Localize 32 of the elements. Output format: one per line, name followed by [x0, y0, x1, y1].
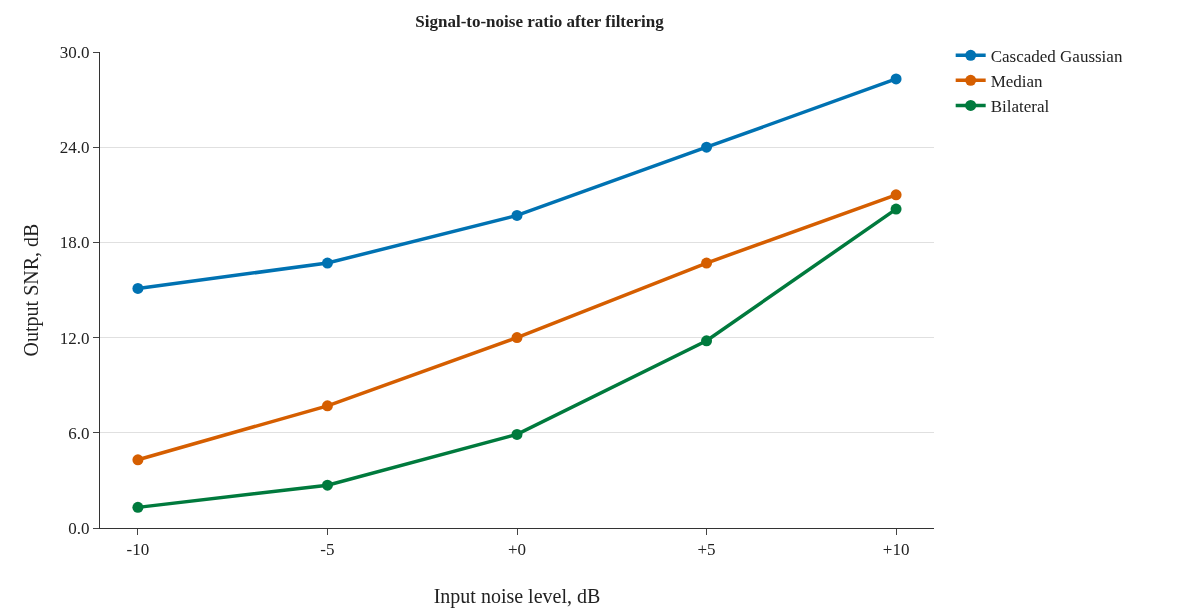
point — [890, 73, 902, 85]
legend-label: Bilateral — [990, 97, 1050, 117]
point — [132, 501, 144, 513]
legend-label: Median — [990, 72, 1044, 91]
chart-title: Signal-to-noise ratio after filtering — [415, 12, 665, 32]
y-tick-label: 0.0 — [68, 518, 90, 538]
point — [321, 400, 333, 412]
y-tick-label: 24.0 — [59, 138, 90, 158]
point — [701, 141, 713, 153]
point — [701, 335, 713, 347]
y-tick-label: 12.0 — [59, 328, 90, 348]
point — [132, 282, 144, 294]
x-tick-label: -10 — [126, 540, 150, 560]
point — [321, 257, 333, 269]
point — [890, 203, 902, 215]
x-tick-label: -5 — [320, 540, 335, 560]
x-tick-label: +5 — [697, 540, 716, 560]
y-tick-label: 6.0 — [68, 423, 90, 443]
point — [132, 454, 144, 466]
point — [511, 428, 523, 440]
x-tick-label: +0 — [507, 540, 527, 560]
y-axis-title: Output SNR, dB — [20, 223, 44, 357]
x-axis-title: Input noise level, dB — [433, 584, 601, 608]
y-tick-label: 30.0 — [59, 42, 90, 62]
point — [511, 209, 523, 221]
legend-label: Cascaded Gaussian — [990, 46, 1123, 66]
point — [511, 332, 523, 344]
point — [321, 479, 333, 491]
point — [890, 189, 902, 201]
y-tick-label: 18.0 — [59, 233, 90, 253]
point — [701, 257, 713, 269]
x-tick-label: +10 — [882, 540, 910, 560]
